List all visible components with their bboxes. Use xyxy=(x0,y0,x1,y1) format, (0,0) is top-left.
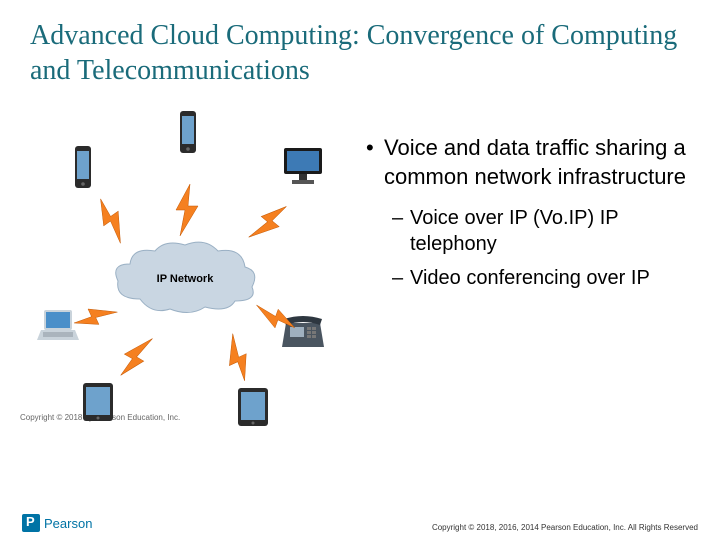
slide-footer: Pearson Copyright © 2018, 2016, 2014 Pea… xyxy=(0,514,720,532)
bullet-level1: Voice and data traffic sharing a common … xyxy=(366,134,700,191)
bullet-level2-a: Voice over IP (Vo.IP) IP telephony xyxy=(366,205,700,257)
footer-copyright: Copyright © 2018, 2016, 2014 Pearson Edu… xyxy=(432,523,698,532)
lightning-bolt-icon xyxy=(211,329,262,387)
network-diagram: IP Network Copyright © 2018 by Pearson E… xyxy=(20,104,360,424)
tablet-icon xyxy=(75,379,121,425)
ip-network-cloud: IP Network xyxy=(110,239,260,319)
smartphone-icon xyxy=(60,144,106,190)
pearson-mark-icon xyxy=(22,514,40,532)
lightning-bolt-icon xyxy=(170,184,204,236)
cloud-label: IP Network xyxy=(157,273,214,285)
lightning-bolt-icon xyxy=(108,327,161,386)
smartphone-icon xyxy=(165,109,211,155)
monitor-icon xyxy=(280,144,326,190)
pearson-brand-text: Pearson xyxy=(44,516,92,531)
slide-title: Advanced Cloud Computing: Convergence of… xyxy=(0,0,720,96)
bullet-text: Voice and data traffic sharing a common … xyxy=(360,104,700,424)
pearson-logo: Pearson xyxy=(22,514,92,532)
tablet-icon xyxy=(230,384,276,430)
bullet-level2-b: Video conferencing over IP xyxy=(366,265,700,291)
content-row: IP Network Copyright © 2018 by Pearson E… xyxy=(0,96,720,424)
